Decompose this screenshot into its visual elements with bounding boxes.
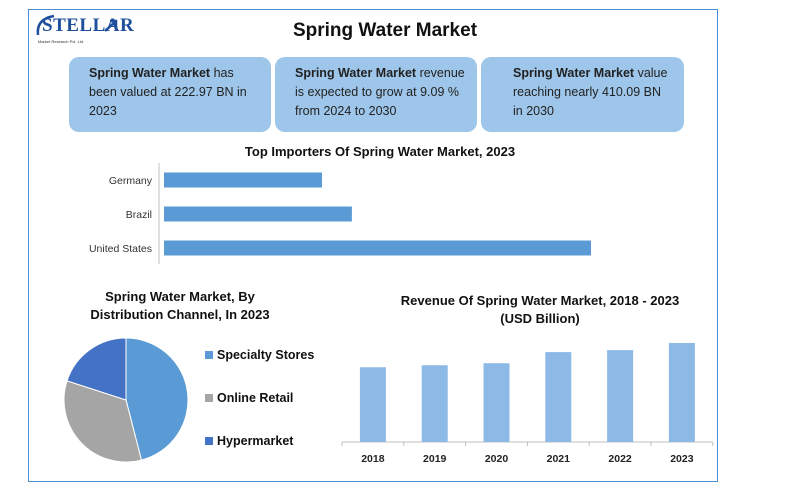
pie-slice xyxy=(66,337,127,401)
revenue-year-label: 2023 xyxy=(670,453,694,465)
distribution-chart-title: Spring Water Market, By Distribution Cha… xyxy=(90,289,270,322)
legend-item-specialty: Specialty Stores xyxy=(205,348,314,362)
stat-card-valuation: Spring Water Market has been valued at 2… xyxy=(69,57,271,132)
infographic-frame xyxy=(28,9,718,482)
legend-item-hypermarket: Hypermarket xyxy=(205,434,293,448)
revenue-bar xyxy=(545,352,572,442)
revenue-year-label: 2021 xyxy=(547,453,571,465)
stat-text: revenue is expected to grow at 9.09 % fr… xyxy=(295,66,465,118)
revenue-year-label: 2018 xyxy=(361,453,385,465)
importers-chart-title: Top Importers Of Spring Water Market, 20… xyxy=(244,144,516,159)
pie-slice xyxy=(125,337,189,461)
logo-tagline: Market Research Pvt. Ltd. xyxy=(38,39,85,44)
logo-arrow-icon xyxy=(104,19,118,32)
stat-card-forecast: Spring Water Market value reaching nearl… xyxy=(481,57,684,132)
stat-text: value reaching nearly 410.09 BN in 2030 xyxy=(513,66,668,118)
importer-bar xyxy=(164,240,591,256)
revenue-bar xyxy=(668,343,695,442)
importer-bar xyxy=(164,206,352,222)
revenue-year-label: 2022 xyxy=(608,453,632,465)
stat-bold: Spring Water Market xyxy=(295,66,417,80)
revenue-bar xyxy=(483,363,510,442)
stat-bold: Spring Water Market xyxy=(89,66,211,80)
legend-label: Hypermarket xyxy=(217,434,294,448)
stat-text: has been valued at 222.97 BN in 2023 xyxy=(89,66,247,118)
pie-slice xyxy=(63,380,143,463)
legend-swatch xyxy=(205,394,213,402)
stellar-logo: STELLAR Market Research Pvt. Ltd. xyxy=(34,13,134,49)
page-title: Spring Water Market xyxy=(292,20,478,41)
stat-bold: Spring Water Market xyxy=(513,66,635,80)
revenue-year-label: 2019 xyxy=(423,453,447,465)
legend-swatch xyxy=(205,351,213,359)
importer-category-label: Germany xyxy=(109,175,153,187)
importer-category-label: United States xyxy=(89,243,152,255)
stat-card-growth: Spring Water Market revenue is expected … xyxy=(275,57,477,132)
revenue-bar xyxy=(359,367,386,442)
revenue-chart-title: Revenue Of Spring Water Market, 2018 - 2… xyxy=(400,293,680,326)
legend-item-online: Online Retail xyxy=(205,391,293,405)
importer-category-label: Brazil xyxy=(126,209,152,221)
importer-bar xyxy=(164,172,322,188)
legend-swatch xyxy=(205,437,213,445)
revenue-bar xyxy=(607,350,634,442)
logo-swoosh-icon xyxy=(36,14,55,36)
revenue-bar xyxy=(421,365,448,442)
legend-label: Online Retail xyxy=(217,391,294,405)
revenue-year-label: 2020 xyxy=(485,453,509,465)
legend-label: Specialty Stores xyxy=(217,348,315,362)
